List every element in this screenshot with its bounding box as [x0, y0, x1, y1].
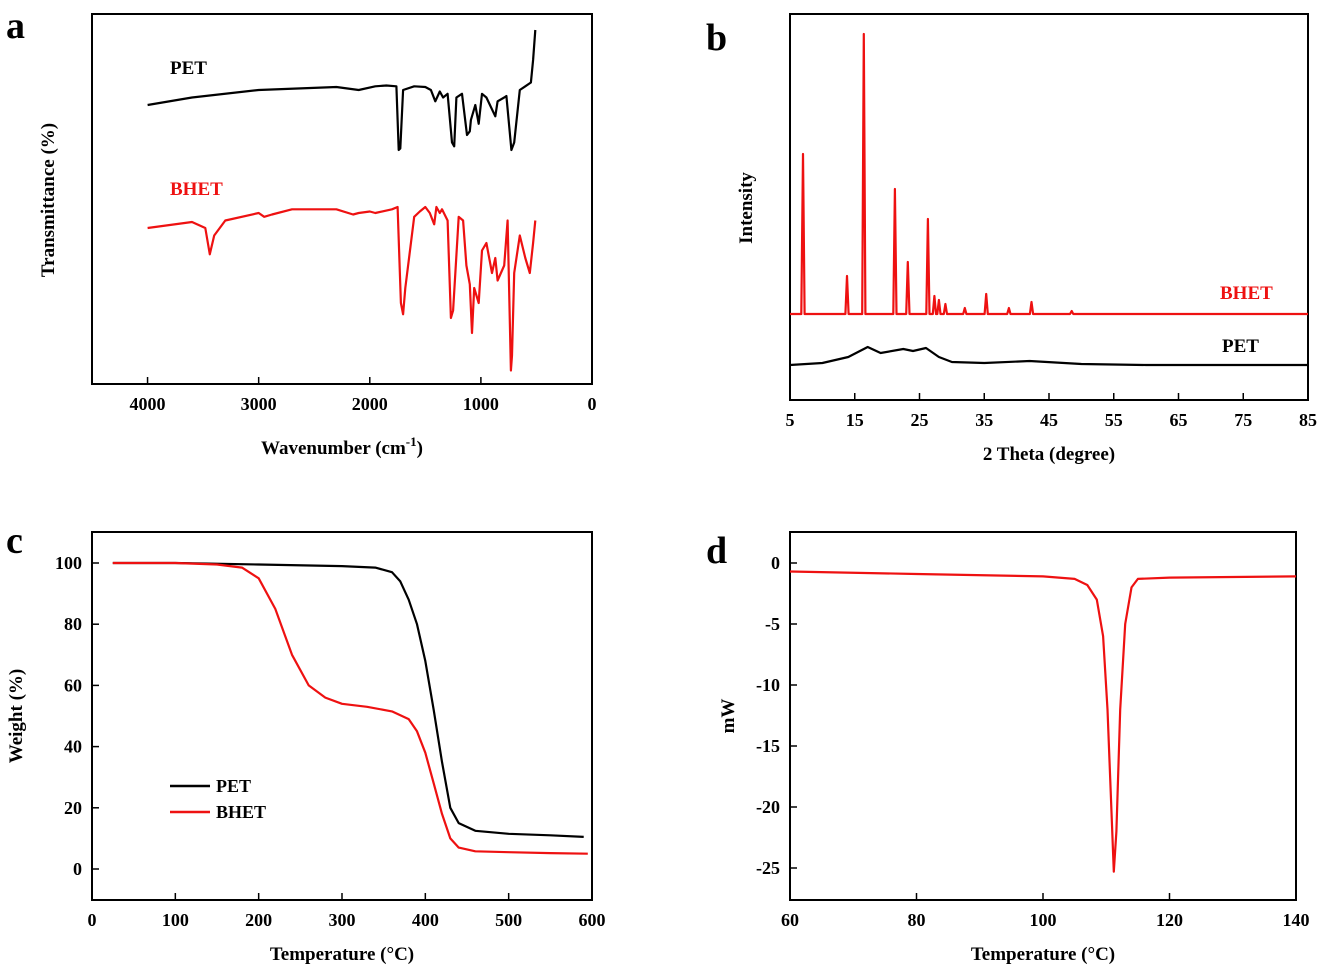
- y-axis-title-b: Intensity: [736, 172, 757, 244]
- x-ticks-b: 5 15 25 35 45 55 65 75 85: [786, 393, 1317, 430]
- x-axis-title-a-sup: -1: [406, 434, 417, 449]
- x-axis-title-c: Temperature (°C): [270, 944, 414, 965]
- x-tick-label-b: 35: [975, 410, 993, 430]
- legend-c: PET BHET: [170, 776, 266, 822]
- panel-letter-d: d: [706, 530, 727, 572]
- y-tick-label-c: 100: [55, 553, 82, 573]
- x-tick-label-b: 75: [1234, 410, 1252, 430]
- x-tick-label-d: 80: [908, 910, 926, 930]
- panel-d: 60 80 100 120 140 0 -5 -10 -15 -20 -25 Temperature…: [718, 531, 1310, 965]
- panel-letter-a: a: [6, 5, 25, 47]
- x-tick-label-d: 60: [781, 910, 799, 930]
- y-axis-title-d: mW: [718, 699, 739, 734]
- series-label-bhet-a: BHET: [170, 179, 223, 200]
- series-line-bhet-b: [790, 32, 1308, 316]
- x-tick-label-c: 400: [412, 910, 439, 930]
- y-axis-title-a: Transmittance (%): [38, 123, 59, 277]
- axis-ticks-c: 0 100 200 300 400 500 600 0 20 40 60 80 100: [55, 553, 606, 930]
- x-tick-label-c: 0: [88, 910, 97, 930]
- y-tick-label-d: -5: [765, 614, 780, 634]
- panel-c: 0 100 200 300 400 500 600 0 20 40 60 80 100 PET BHET…: [6, 531, 606, 965]
- series-line-pet-a: [147, 29, 537, 152]
- x-tick-label-c: 200: [245, 910, 272, 930]
- panel-b: 5 15 25 35 45 55 65 75 85 BHET PET 2 Theta (degr…: [736, 13, 1317, 465]
- panel-letter-b: b: [706, 17, 727, 59]
- x-tick-label-d: 120: [1156, 910, 1183, 930]
- axis-ticks-d: 60 80 100 120 140 0 -5 -10 -15 -20 -25: [756, 553, 1310, 930]
- x-tick-label-b: 25: [911, 410, 929, 430]
- series-line-pet-c: [112, 561, 584, 838]
- x-tick-label-b: 65: [1170, 410, 1188, 430]
- x-tick-label-a: 3000: [241, 394, 277, 414]
- series-line-pet-b: [789, 345, 1308, 367]
- x-tick-label-b: 55: [1105, 410, 1123, 430]
- legend-label-bhet: BHET: [216, 802, 266, 822]
- x-axis-title-a: Wavenumber (cm-1): [261, 434, 423, 459]
- x-tick-label-a: 1000: [463, 394, 499, 414]
- x-tick-label-b: 5: [786, 410, 795, 430]
- series-line-bhet-c: [112, 561, 588, 855]
- series-lines-a: [147, 29, 537, 372]
- x-tick-label-c: 600: [579, 910, 606, 930]
- series-line-d-0: [789, 570, 1297, 873]
- series-lines-c: [112, 561, 588, 855]
- series-lines-b: [789, 32, 1308, 367]
- panel-letter-c: c: [6, 520, 23, 562]
- y-tick-label-c: 20: [64, 798, 82, 818]
- x-tick-label-c: 500: [495, 910, 522, 930]
- y-tick-label-c: 60: [64, 675, 82, 695]
- series-label-pet-a: PET: [170, 58, 207, 79]
- y-tick-label-d: -15: [756, 736, 780, 756]
- x-tick-label-c: 100: [162, 910, 189, 930]
- y-axis-title-c: Weight (%): [6, 669, 27, 763]
- x-tick-label-b: 15: [846, 410, 864, 430]
- x-tick-label-a: 0: [588, 394, 597, 414]
- panel-a: 4000 3000 2000 1000 0 PET BHET Wavenumber (c…: [38, 13, 597, 459]
- plot-frame-a: [91, 13, 593, 385]
- x-tick-label-d: 100: [1030, 910, 1057, 930]
- series-line-bhet-a: [147, 205, 537, 372]
- y-tick-label-d: 0: [771, 553, 780, 573]
- series-label-pet-b: PET: [1222, 336, 1259, 357]
- plot-frame-c: [91, 531, 593, 901]
- x-tick-label-c: 300: [329, 910, 356, 930]
- legend-label-pet: PET: [216, 776, 251, 796]
- x-tick-label-a: 4000: [130, 394, 166, 414]
- x-axis-title-b: 2 Theta (degree): [983, 444, 1115, 465]
- y-tick-label-c: 0: [73, 859, 82, 879]
- y-tick-label-d: -25: [756, 858, 780, 878]
- x-tick-label-b: 45: [1040, 410, 1058, 430]
- y-tick-label-d: -10: [756, 675, 780, 695]
- x-axis-title-d: Temperature (°C): [971, 944, 1115, 965]
- y-tick-label-d: -20: [756, 797, 780, 817]
- x-ticks-a: 4000 3000 2000 1000 0: [130, 377, 597, 414]
- x-axis-title-a-suffix: ): [417, 438, 423, 459]
- series-lines-d: [789, 570, 1297, 873]
- series-label-bhet-b: BHET: [1220, 283, 1273, 304]
- y-tick-label-c: 40: [64, 737, 82, 757]
- x-tick-label-b: 85: [1299, 410, 1317, 430]
- x-axis-title-a-main: Wavenumber (cm: [261, 438, 406, 459]
- plot-frame-d: [789, 531, 1297, 901]
- x-tick-label-d: 140: [1283, 910, 1310, 930]
- x-tick-label-a: 2000: [352, 394, 388, 414]
- y-tick-label-c: 80: [64, 614, 82, 634]
